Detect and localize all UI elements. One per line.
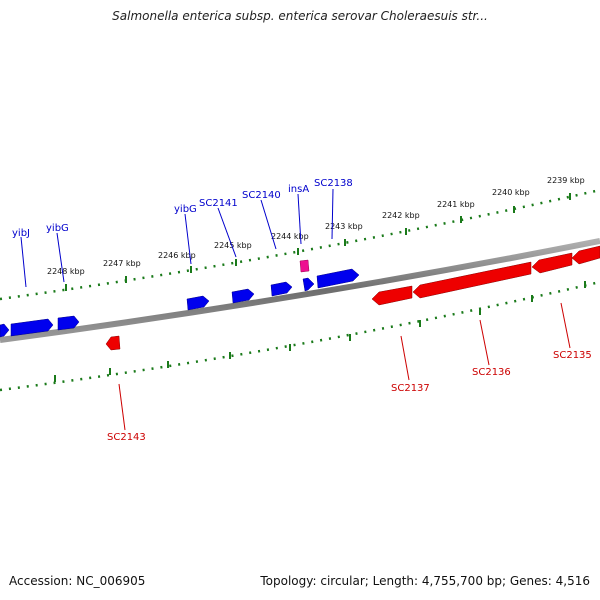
gene-arrow[interactable] — [571, 245, 600, 265]
scale-track-inner — [0, 280, 600, 392]
gene-label-insA: insA — [288, 184, 309, 195]
forward-leader-lines — [20, 188, 334, 288]
gene-label-SC2135: SC2135 — [553, 350, 592, 361]
scale-label: 2242 kbp — [382, 211, 420, 220]
gene-arrow[interactable] — [316, 268, 360, 289]
scale-label: 2241 kbp — [437, 200, 475, 209]
scale-label: 2243 kbp — [325, 222, 363, 231]
gene-arrow[interactable] — [231, 288, 255, 304]
accession-label: Accession: NC_006905 — [9, 574, 146, 588]
insertion-element[interactable] — [299, 259, 310, 273]
genome-summary: Topology: circular; Length: 4,755,700 bp… — [260, 574, 590, 588]
gene-arrow[interactable] — [57, 315, 80, 331]
scale-label: 2239 kbp — [547, 176, 585, 185]
reverse-genes — [105, 245, 600, 351]
inner-major-ticks — [54, 281, 586, 382]
genome-title: Salmonella enterica subsp. enterica sero… — [112, 9, 488, 23]
gene-arrow[interactable] — [0, 323, 10, 338]
gene-label-yibG: yibG — [46, 223, 69, 234]
gene-arrow[interactable] — [531, 252, 573, 274]
genome-backbone — [0, 238, 600, 343]
gene-arrow[interactable] — [412, 261, 532, 299]
gene-label-SC2141: SC2141 — [199, 198, 238, 209]
gene-arrow[interactable] — [186, 295, 210, 311]
gene-arrow[interactable] — [302, 277, 315, 292]
gene-label-SC2136: SC2136 — [472, 367, 511, 378]
gene-label-SC2138: SC2138 — [314, 178, 353, 189]
scale-label: 2240 kbp — [492, 188, 530, 197]
gene-label-SC2140: SC2140 — [242, 190, 281, 201]
reverse-leader-lines — [118, 302, 571, 431]
gene-arrow[interactable] — [10, 318, 54, 337]
gene-label-yibG: yibG — [174, 204, 197, 215]
scale-label: 2247 kbp — [103, 259, 141, 268]
scale-label: 2245 kbp — [214, 241, 252, 250]
gene-arrow[interactable] — [105, 335, 121, 351]
gene-arrow[interactable] — [270, 281, 293, 297]
scale-label: 2248 kbp — [47, 267, 85, 276]
scale-label: 2246 kbp — [158, 251, 196, 260]
scale-label: 2244 kbp — [271, 232, 309, 241]
gene-label-SC2137: SC2137 — [391, 383, 430, 394]
outer-major-ticks — [65, 193, 571, 291]
gene-label-SC2143: SC2143 — [107, 432, 146, 443]
gene-label-yibJ: yibJ — [12, 228, 30, 239]
forward-genes — [0, 268, 360, 338]
gene-arrow[interactable] — [371, 285, 413, 306]
scale-track-outer — [0, 188, 600, 301]
